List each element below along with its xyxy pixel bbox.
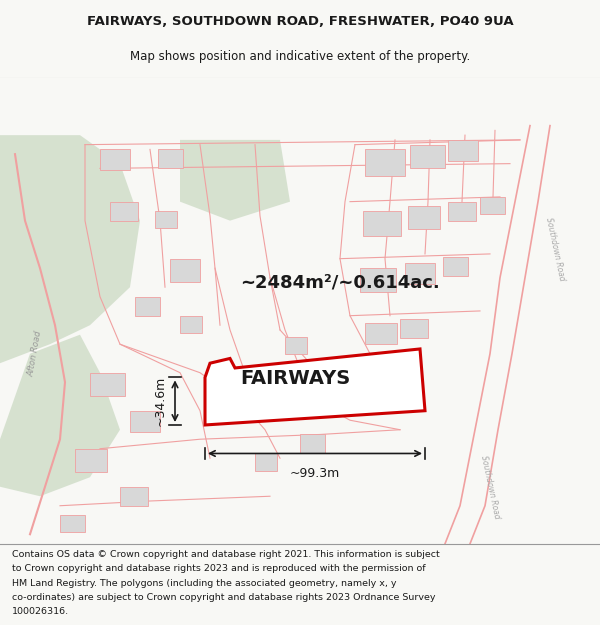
Bar: [285, 337, 307, 354]
Bar: [365, 323, 397, 344]
Bar: [100, 149, 130, 170]
Text: 100026316.: 100026316.: [12, 607, 69, 616]
Text: Southdown Road: Southdown Road: [544, 217, 566, 282]
Bar: [155, 211, 177, 228]
Text: to Crown copyright and database rights 2023 and is reproduced with the permissio: to Crown copyright and database rights 2…: [12, 564, 425, 574]
Bar: [405, 263, 435, 284]
Bar: [480, 197, 505, 214]
Text: Map shows position and indicative extent of the property.: Map shows position and indicative extent…: [130, 50, 470, 62]
Bar: [360, 268, 396, 292]
Bar: [300, 434, 325, 454]
Bar: [130, 411, 160, 432]
Text: co-ordinates) are subject to Crown copyright and database rights 2023 Ordnance S: co-ordinates) are subject to Crown copyr…: [12, 593, 436, 602]
Bar: [110, 202, 138, 221]
Bar: [158, 149, 183, 168]
Text: ~99.3m: ~99.3m: [290, 467, 340, 480]
Bar: [410, 144, 445, 168]
Bar: [443, 257, 468, 276]
Text: HM Land Registry. The polygons (including the associated geometry, namely x, y: HM Land Registry. The polygons (includin…: [12, 579, 397, 587]
Text: FAIRWAYS: FAIRWAYS: [241, 369, 351, 388]
Bar: [90, 372, 125, 396]
Polygon shape: [0, 135, 140, 363]
Bar: [365, 149, 405, 176]
Bar: [448, 202, 476, 221]
Text: Afton Road: Afton Road: [26, 330, 43, 378]
Text: ~2484m²/~0.614ac.: ~2484m²/~0.614ac.: [240, 273, 440, 291]
Text: FAIRWAYS, SOUTHDOWN ROAD, FRESHWATER, PO40 9UA: FAIRWAYS, SOUTHDOWN ROAD, FRESHWATER, PO…: [86, 16, 514, 28]
Bar: [400, 319, 428, 338]
Bar: [170, 259, 200, 282]
Polygon shape: [180, 140, 290, 221]
Polygon shape: [0, 335, 120, 496]
Bar: [363, 211, 401, 236]
Polygon shape: [205, 349, 425, 425]
Bar: [75, 449, 107, 471]
Bar: [408, 206, 440, 229]
Bar: [180, 316, 202, 332]
Bar: [448, 140, 478, 161]
Bar: [60, 515, 85, 532]
Bar: [135, 297, 160, 316]
Text: ~34.6m: ~34.6m: [154, 376, 167, 426]
Text: Contains OS data © Crown copyright and database right 2021. This information is : Contains OS data © Crown copyright and d…: [12, 550, 440, 559]
Bar: [255, 454, 277, 471]
Text: Southdown Road: Southdown Road: [479, 454, 501, 519]
Bar: [120, 487, 148, 506]
